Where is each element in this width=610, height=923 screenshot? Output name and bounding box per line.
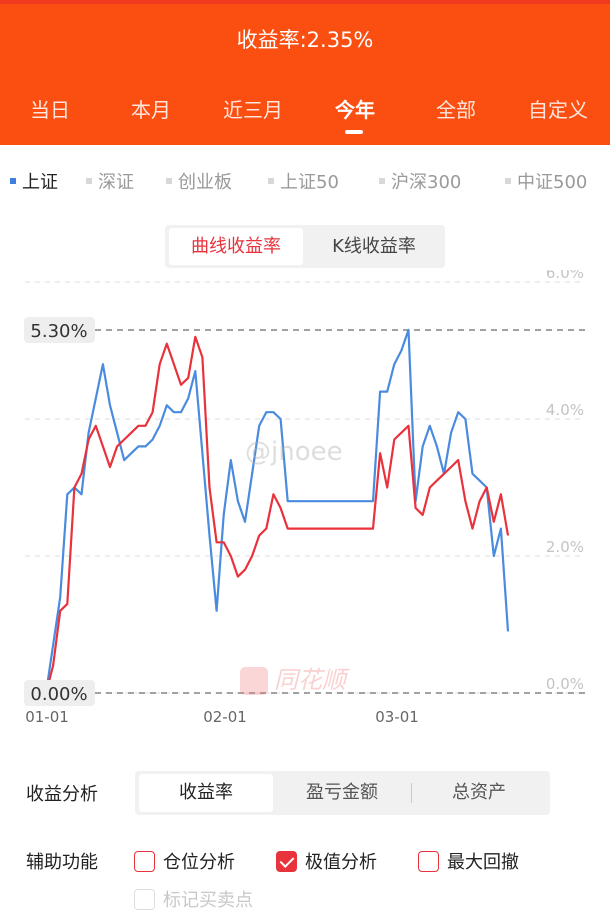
index-selector: 上证 深证 创业板 上证50 沪深300 中证500 xyxy=(0,168,610,198)
legend-square-icon xyxy=(505,178,511,184)
max-value-label-bg xyxy=(24,316,95,343)
max-value-label: 5.30% xyxy=(30,321,87,342)
brand-logo-icon xyxy=(240,667,268,695)
period-tabs: 当日 本月 近三月 今年 全部 自定义 xyxy=(0,94,610,134)
min-value-label-bg xyxy=(24,680,95,706)
header-bar: 收益率:2.35% 当日 本月 近三月 今年 全部 自定义 xyxy=(0,0,610,145)
index-shenzhen[interactable]: 深证 xyxy=(86,168,134,194)
index-series-line xyxy=(44,328,510,694)
index-shanghai[interactable]: 上证 xyxy=(10,168,58,194)
mark-trades-checkbox[interactable]: 标记买卖点 xyxy=(134,886,253,912)
x-tick-label: 03-01 xyxy=(375,708,419,726)
chart-type-toggle: 曲线收益率 K线收益率 xyxy=(165,225,445,268)
legend-square-icon xyxy=(379,178,385,184)
checkbox-icon xyxy=(418,850,439,872)
legend-square-icon xyxy=(166,178,172,184)
return-rate-title: 收益率:2.35% xyxy=(236,28,374,52)
tab-three-months[interactable]: 近三月 xyxy=(223,98,283,122)
analysis-total-assets[interactable]: 总资产 xyxy=(452,782,506,803)
analysis-label: 收益分析 xyxy=(26,784,98,805)
tab-month[interactable]: 本月 xyxy=(131,98,171,122)
checkbox-icon xyxy=(134,888,155,910)
y-tick-label: 2.0% xyxy=(546,538,584,556)
user-watermark: @jnoee xyxy=(245,437,343,467)
min-value-label: 0.00% xyxy=(30,684,87,705)
header-top-line xyxy=(0,0,610,4)
analysis-return-rate[interactable]: 收益率 xyxy=(139,774,273,812)
x-tick-label: 02-01 xyxy=(203,708,247,726)
index-csi500[interactable]: 中证500 xyxy=(505,168,587,194)
checkbox-icon xyxy=(134,850,155,872)
chart-labels: 6.0% 4.0% 2.0% 0.0% 5.30% 0.00% 01-01 02-01 03-0… xyxy=(24,270,584,726)
aux-label: 辅助功能 xyxy=(26,852,98,873)
chart-series xyxy=(44,328,510,694)
active-tab-indicator xyxy=(345,130,363,134)
legend-square-icon xyxy=(10,178,16,184)
tab-all[interactable]: 全部 xyxy=(436,98,476,122)
curve-return-option[interactable]: 曲线收益率 xyxy=(169,228,303,265)
extreme-analysis-checkbox[interactable]: 极值分析 xyxy=(276,848,377,874)
checkmark-icon xyxy=(276,850,297,872)
y-tick-label: 4.0% xyxy=(546,401,584,419)
segment-divider xyxy=(411,783,412,803)
analysis-toggle: 收益率 盈亏金额 总资产 xyxy=(135,771,550,815)
legend-square-icon xyxy=(86,178,92,184)
max-drawdown-checkbox[interactable]: 最大回撤 xyxy=(418,848,519,874)
index-csi300[interactable]: 沪深300 xyxy=(379,168,461,194)
brand-watermark: 同花顺 xyxy=(240,660,346,695)
x-tick-label: 01-01 xyxy=(25,708,69,726)
index-sse50[interactable]: 上证50 xyxy=(268,168,339,194)
account-return-line xyxy=(44,335,510,694)
return-chart: 6.0% 4.0% 2.0% 0.0% 5.30% 0.00% 01-01 02-01 03-0… xyxy=(24,270,585,726)
y-tick-label: 6.0% xyxy=(546,270,584,282)
tab-custom[interactable]: 自定义 xyxy=(528,98,588,122)
analysis-profit-amount[interactable]: 盈亏金额 xyxy=(306,782,378,803)
y-tick-label: 0.0% xyxy=(546,675,584,693)
index-chinext[interactable]: 创业板 xyxy=(166,168,232,194)
tab-today[interactable]: 当日 xyxy=(30,98,70,122)
legend-square-icon xyxy=(268,178,274,184)
chart-grid xyxy=(25,281,585,694)
kline-return-option[interactable]: K线收益率 xyxy=(332,236,416,257)
tab-this-year[interactable]: 今年 xyxy=(335,98,375,122)
position-analysis-checkbox[interactable]: 仓位分析 xyxy=(134,848,235,874)
